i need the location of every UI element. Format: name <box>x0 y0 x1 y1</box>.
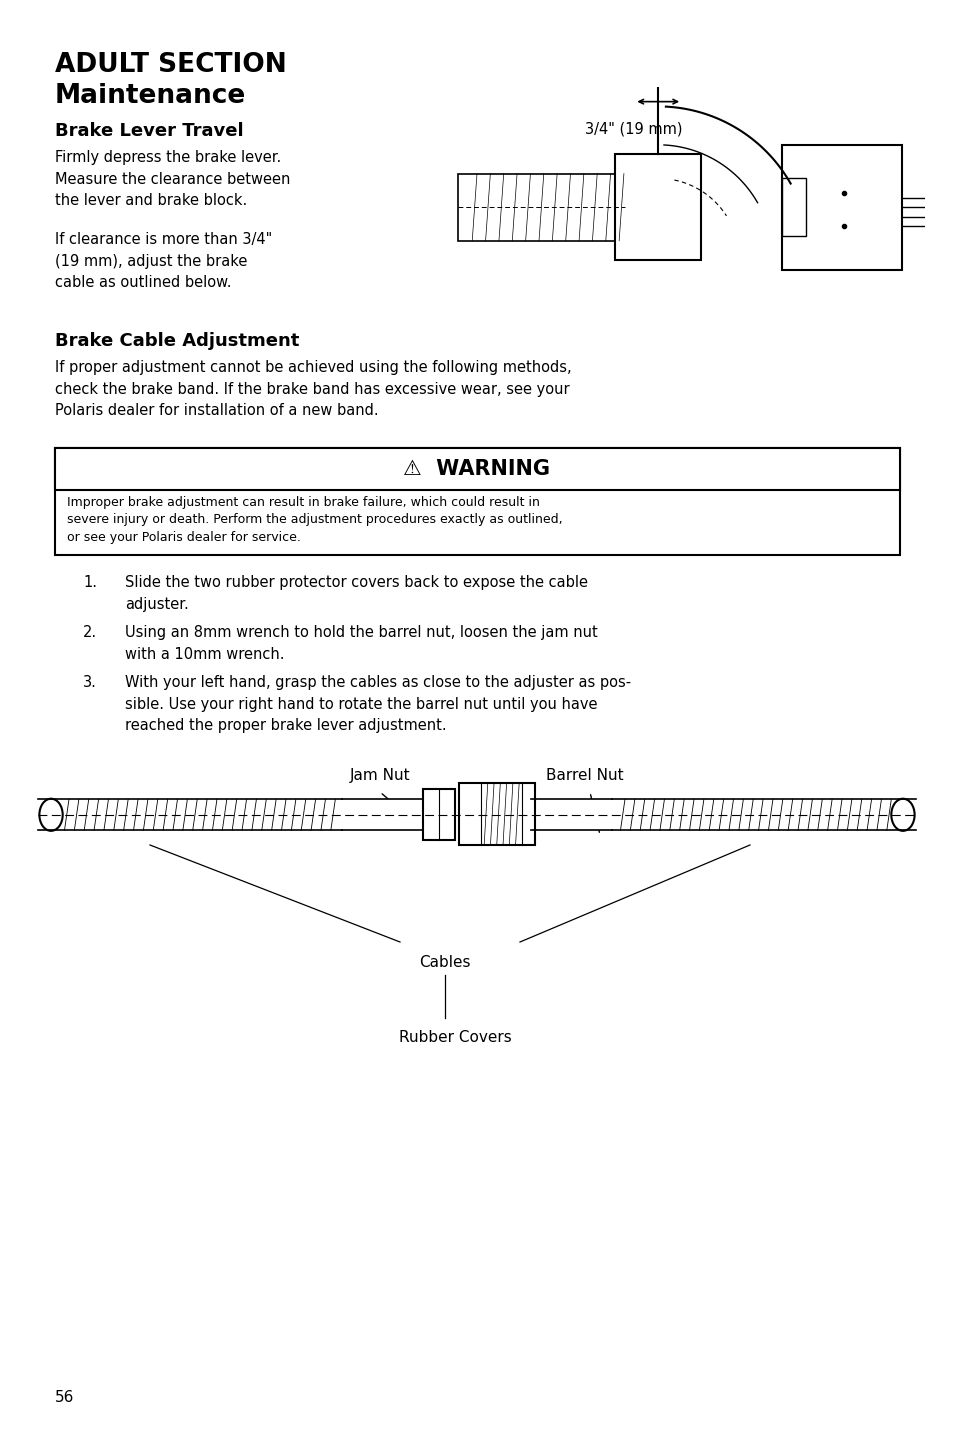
Text: Slide the two rubber protector covers back to expose the cable
adjuster.: Slide the two rubber protector covers ba… <box>125 574 587 612</box>
Bar <box>55 448 899 555</box>
Bar <box>423 790 454 840</box>
Text: If proper adjustment cannot be achieved using the following methods,
check the b: If proper adjustment cannot be achieved … <box>55 361 571 419</box>
Text: 2.: 2. <box>83 625 97 640</box>
Bar <box>37 800 916 830</box>
Bar <box>458 784 535 845</box>
Text: Brake Lever Travel: Brake Lever Travel <box>55 122 243 140</box>
Text: Firmly depress the brake lever.
Measure the clearance between
the lever and brak: Firmly depress the brake lever. Measure … <box>55 150 290 208</box>
Text: Using an 8mm wrench to hold the barrel nut, loosen the jam nut
with a 10mm wrenc: Using an 8mm wrench to hold the barrel n… <box>125 625 598 662</box>
Text: 3/4" (19 mm): 3/4" (19 mm) <box>584 122 681 137</box>
Text: Rubber Covers: Rubber Covers <box>398 1029 511 1045</box>
Text: ADULT SECTION: ADULT SECTION <box>55 52 287 79</box>
Bar <box>781 145 901 269</box>
Text: Barrel Nut: Barrel Nut <box>546 768 623 784</box>
Text: 1.: 1. <box>83 574 97 590</box>
Bar <box>781 179 805 236</box>
Text: Maintenance: Maintenance <box>55 83 246 109</box>
Bar <box>457 173 624 241</box>
Bar <box>55 448 899 490</box>
Bar <box>615 154 700 260</box>
Text: Cables: Cables <box>418 955 470 970</box>
Text: Improper brake adjustment can result in brake failure, which could result in
sev: Improper brake adjustment can result in … <box>67 496 562 544</box>
Text: 3.: 3. <box>83 675 97 691</box>
Text: Brake Cable Adjustment: Brake Cable Adjustment <box>55 332 299 350</box>
Text: Jam Nut: Jam Nut <box>350 768 410 784</box>
Text: ⚠  WARNING: ⚠ WARNING <box>403 459 550 478</box>
Text: 56: 56 <box>55 1390 74 1405</box>
Text: If clearance is more than 3/4"
(19 mm), adjust the brake
cable as outlined below: If clearance is more than 3/4" (19 mm), … <box>55 233 272 291</box>
Text: With your left hand, grasp the cables as close to the adjuster as pos-
sible. Us: With your left hand, grasp the cables as… <box>125 675 631 733</box>
